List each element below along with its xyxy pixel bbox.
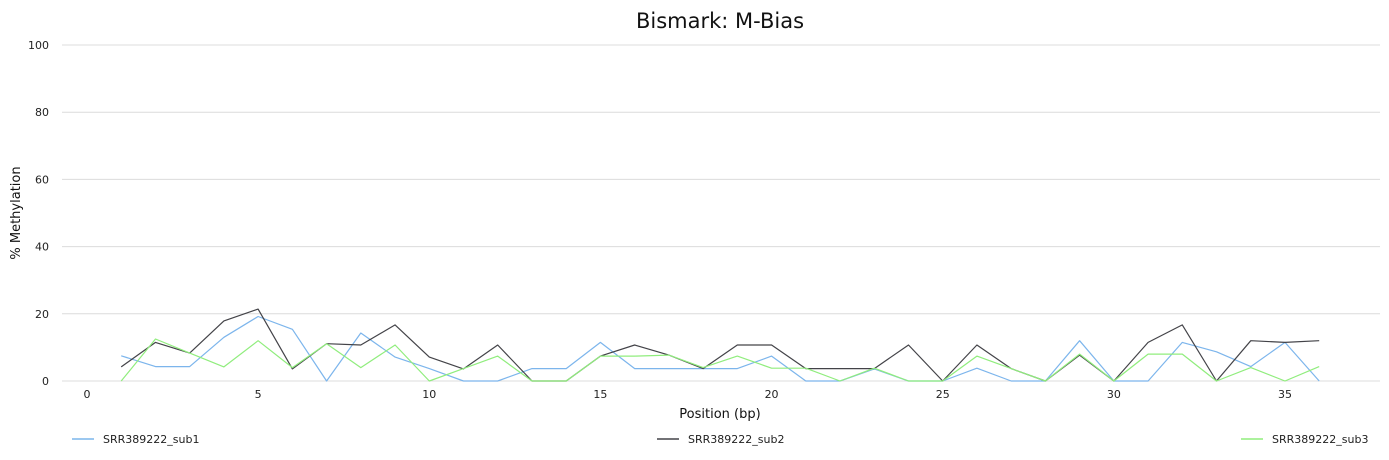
y-tick-label-0: 0 (42, 375, 49, 388)
x-tick-label-0: 0 (84, 388, 91, 401)
x-tick-label-25: 25 (936, 388, 950, 401)
x-tick-label-15: 15 (593, 388, 607, 401)
series-line-2 (120, 308, 1320, 382)
y-axis-title: % Methylation (9, 166, 24, 259)
gridlines (62, 44, 1380, 382)
x-tick-label-35: 35 (1278, 388, 1292, 401)
y-tick-label-80: 80 (35, 106, 49, 119)
x-tick-label-20: 20 (765, 388, 779, 401)
series-line-1 (121, 315, 1320, 382)
x-tick-label-5: 5 (255, 388, 262, 401)
y-axis-ticks: 0 20 40 60 80 100 (28, 39, 49, 388)
x-axis-ticks: 0 5 10 15 20 25 30 35 (84, 388, 1293, 401)
chart-title: Bismark: M-Bias (636, 9, 804, 33)
legend-label-2: SRR389222_sub2 (688, 433, 784, 446)
x-tick-label-30: 30 (1107, 388, 1121, 401)
y-tick-label-20: 20 (35, 308, 49, 321)
y-tick-label-40: 40 (35, 241, 49, 254)
legend-label-3: SRR389222_sub3 (1272, 433, 1368, 446)
y-tick-label-100: 100 (28, 39, 49, 52)
legend-label-1: SRR389222_sub1 (103, 433, 199, 446)
legend: SRR389222_sub1 SRR389222_sub2 SRR389222_su… (72, 433, 1368, 446)
series-lines (120, 308, 1320, 382)
y-tick-label-60: 60 (35, 173, 49, 186)
series-line-3 (120, 338, 1320, 382)
x-tick-label-10: 10 (422, 388, 436, 401)
x-axis-title: Position (bp) (679, 407, 760, 422)
